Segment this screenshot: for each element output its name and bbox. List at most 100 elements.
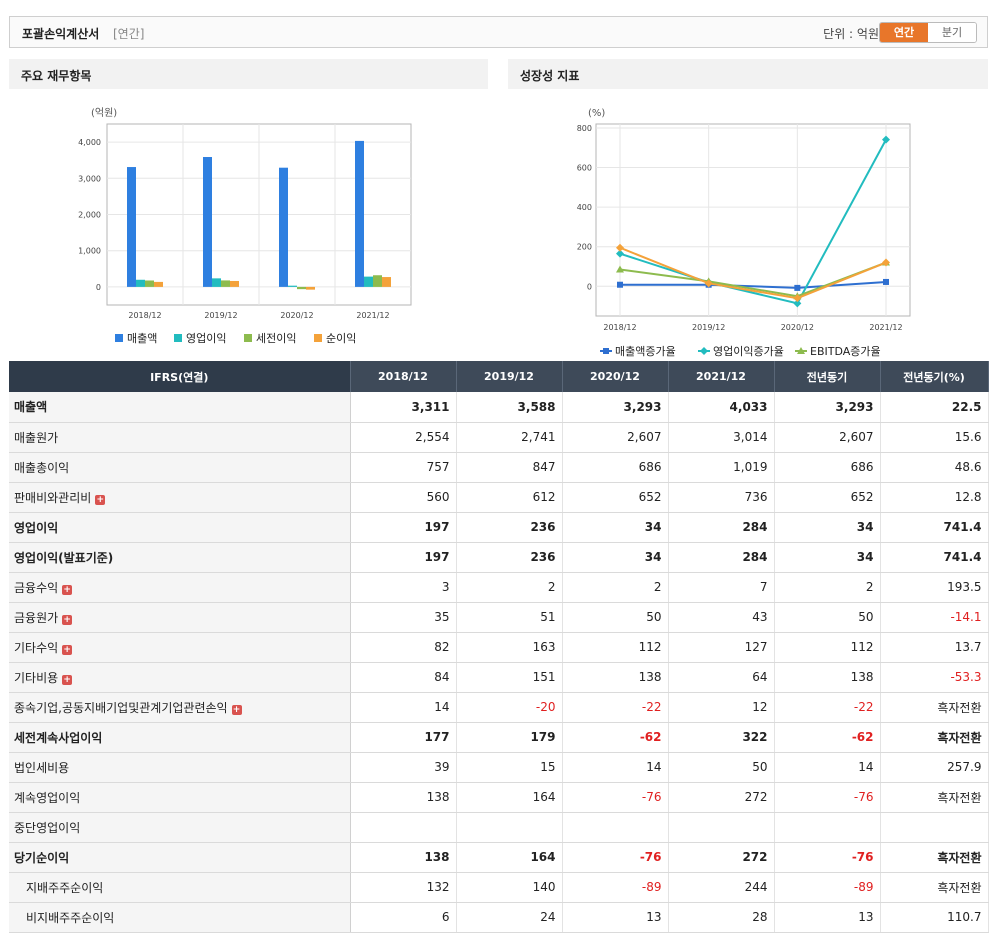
series-line xyxy=(619,246,887,300)
value-cell: -20 xyxy=(456,692,563,723)
data-point xyxy=(883,278,889,285)
value-cell: 50 xyxy=(774,602,881,633)
y-tick-label: 1,000 xyxy=(78,247,101,256)
row-label: 매출액 xyxy=(14,400,48,415)
row-label-cell: 영업이익 xyxy=(9,512,351,543)
value-cell: 34 xyxy=(774,542,881,573)
value-cell: 284 xyxy=(668,542,775,573)
x-tick-label: 2019/12 xyxy=(204,311,237,320)
table-row: 금융수익 +3 2 2 7 2 193.5 xyxy=(9,572,989,603)
data-point xyxy=(882,135,890,144)
value-cell: 34 xyxy=(774,512,881,543)
value-cell: 652 xyxy=(774,482,881,513)
data-point xyxy=(616,265,624,273)
row-label-cell: 매출액 xyxy=(9,392,351,423)
expand-icon[interactable]: + xyxy=(231,704,242,715)
y-tick-label: 3,000 xyxy=(78,174,101,183)
data-point xyxy=(797,347,805,354)
expand-icon[interactable]: + xyxy=(62,674,73,685)
value-cell: 흑자전환 xyxy=(880,692,989,723)
growth-line-chart: 0 200 400 600 800 (%) 2018/12 2019/12 2020/12 202… xyxy=(577,108,911,358)
data-point xyxy=(794,284,801,291)
value-cell: 612 xyxy=(456,482,563,513)
key-items-chart-area: 0 1,000 2,000 3,000 4,000 (억원) 2018/12 2019/12 2… xyxy=(9,89,488,359)
data-point xyxy=(882,258,890,267)
value-cell: 39 xyxy=(350,752,457,783)
value-cell: 14 xyxy=(774,752,881,783)
table-row: 영업이익 197 236 34 284 34 741.4 xyxy=(9,512,989,543)
value-cell: 1,019 xyxy=(668,452,775,483)
bar xyxy=(230,280,239,287)
value-cell: 2 xyxy=(562,572,669,603)
value-cell: 2 xyxy=(774,572,881,603)
value-cell xyxy=(350,812,457,843)
expand-icon[interactable]: + xyxy=(62,614,73,625)
row-label-cell: 비지배주주순이익 xyxy=(9,902,351,933)
value-cell xyxy=(456,812,563,843)
key-items-panel: 주요 재무항목 0 1,000 2,000 3,000 4,000 (억원) 2018/12… xyxy=(9,59,488,359)
value-cell: 272 xyxy=(668,842,775,873)
table-row: 매출원가 2,554 2,741 2,607 3,014 2,607 15.6 xyxy=(9,422,989,453)
expand-icon[interactable]: + xyxy=(62,584,73,595)
value-cell: -76 xyxy=(562,842,669,873)
value-cell xyxy=(562,812,669,843)
legend-swatch xyxy=(174,334,182,342)
expand-icon[interactable]: + xyxy=(95,494,106,505)
value-cell: 847 xyxy=(456,452,563,483)
expand-icon[interactable]: + xyxy=(62,644,73,655)
data-point xyxy=(617,281,623,288)
table-header-row: IFRS(연결) 2018/12 2019/12 2020/12 2021/12 전년동기… xyxy=(9,361,989,392)
value-cell: -62 xyxy=(562,722,669,753)
value-cell: -22 xyxy=(774,692,881,723)
value-cell: 686 xyxy=(562,452,669,483)
value-cell: 197 xyxy=(350,542,457,573)
row-label: 영업이익(발표기준) xyxy=(14,550,114,565)
row-label-cell: 매출총이익 xyxy=(9,452,351,483)
value-cell: 흑자전환 xyxy=(880,782,989,813)
series-line xyxy=(619,139,887,305)
value-cell: -22 xyxy=(562,692,669,723)
table-row: 영업이익(발표기준) 197 236 34 284 34 741.4 xyxy=(9,542,989,573)
value-cell xyxy=(774,812,881,843)
value-cell: 193.5 xyxy=(880,572,989,603)
table-row: 매출액 3,311 3,588 3,293 4,033 3,293 22.5 xyxy=(9,392,989,423)
table-row: 기타수익 +82 163 112 127 112 13.7 xyxy=(9,632,989,663)
row-label-cell: 금융수익 + xyxy=(9,572,351,603)
table-row: 기타비용 +84 151 138 64 138 -53.3 xyxy=(9,662,989,693)
row-label-cell: 금융원가 + xyxy=(9,602,351,633)
table-row: 지배주주순이익 132 140 -89 244 -89 흑자전환 xyxy=(9,872,989,903)
annual-toggle-button[interactable]: 연간 xyxy=(880,23,928,42)
legend-label: 순이익 xyxy=(326,332,356,345)
value-cell: 197 xyxy=(350,512,457,543)
growth-title: 성장성 지표 xyxy=(520,69,580,83)
row-label-cell: 세전계속사업이익 xyxy=(9,722,351,753)
bar xyxy=(297,286,306,290)
header-period: 2019/12 xyxy=(456,361,563,392)
row-label: 중단영업이익 xyxy=(14,820,81,835)
y-tick-label: 2,000 xyxy=(78,211,101,220)
unit-label: 단위 : 억원 xyxy=(823,27,879,41)
value-cell: 132 xyxy=(350,872,457,903)
value-cell: -76 xyxy=(774,842,881,873)
quarter-toggle-button[interactable]: 분기 xyxy=(928,23,976,42)
value-cell xyxy=(668,812,775,843)
value-cell: 2,607 xyxy=(562,422,669,453)
legend-label: 매출액증가율 xyxy=(615,345,676,358)
value-cell: 322 xyxy=(668,722,775,753)
value-cell: 138 xyxy=(350,842,457,873)
row-label: 영업이익 xyxy=(14,520,59,535)
value-cell: 2,607 xyxy=(774,422,881,453)
value-cell: -89 xyxy=(774,872,881,903)
statement-title: 포괄손익계산서 xyxy=(22,27,100,41)
table-row: 법인세비용 39 15 14 50 14 257.9 xyxy=(9,752,989,783)
row-label: 세전계속사업이익 xyxy=(14,730,103,745)
row-label: 지배주주순이익 xyxy=(26,880,104,895)
x-tick-label: 2020/12 xyxy=(280,311,313,320)
data-point xyxy=(700,347,708,355)
table-row: 종속기업,공동지배기업및관계기업관련손익 +14 -20 -22 12 -22 흑자전환 xyxy=(9,692,989,723)
legend-label: 매출액 xyxy=(127,332,157,345)
value-cell: 12 xyxy=(668,692,775,723)
value-cell: 110.7 xyxy=(880,902,989,933)
value-cell: 179 xyxy=(456,722,563,753)
row-label-cell: 기타비용 + xyxy=(9,662,351,693)
